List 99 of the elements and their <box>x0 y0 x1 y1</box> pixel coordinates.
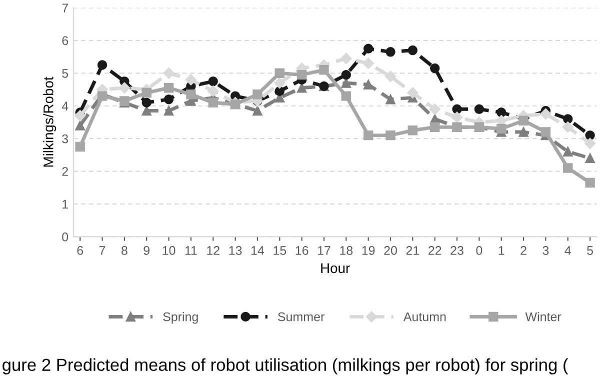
x-tick-label: 7 <box>99 246 106 255</box>
legend-label: Summer <box>278 312 324 322</box>
point <box>208 76 218 86</box>
y-tick-label: 6 <box>62 36 68 46</box>
point <box>363 130 374 140</box>
point <box>386 47 396 57</box>
point <box>584 138 596 150</box>
point <box>340 52 352 64</box>
point <box>185 74 197 86</box>
y-tick-label: 7 <box>62 4 68 12</box>
text: gure 2 Predicted means of robot utilisation (milkings per robot) for spring ( <box>2 358 568 374</box>
point <box>118 82 130 94</box>
point <box>407 87 418 98</box>
point <box>341 78 352 88</box>
point <box>384 70 396 82</box>
x-tick-label: 4 <box>564 246 571 255</box>
point <box>208 86 219 97</box>
point <box>430 63 440 74</box>
x-tick-label: 15 <box>274 246 286 255</box>
y-tick-label: 3 <box>62 134 68 144</box>
x-tick-label: 18 <box>340 246 353 255</box>
point <box>451 112 463 123</box>
point <box>142 88 152 98</box>
point <box>75 142 85 152</box>
point <box>386 94 396 104</box>
x-tick-label: 20 <box>384 246 397 255</box>
point <box>74 110 86 122</box>
legend-label: Winter <box>525 312 562 322</box>
x-tick-label: 11 <box>185 246 197 255</box>
point <box>518 127 528 137</box>
point <box>75 120 85 130</box>
point <box>163 68 174 79</box>
point <box>274 68 284 78</box>
point <box>496 124 506 134</box>
x-tick-label: 22 <box>428 246 442 255</box>
point <box>274 77 286 89</box>
x-tick-label: 19 <box>362 246 375 255</box>
y-tick-label: 2 <box>62 167 68 176</box>
point <box>408 45 418 56</box>
x-tick-label: 1 <box>498 246 504 255</box>
point <box>585 178 595 188</box>
point <box>142 98 152 108</box>
point <box>296 70 307 80</box>
y-tick-label: 1 <box>62 200 68 209</box>
x-tick-label: 8 <box>122 246 128 255</box>
point <box>97 91 108 101</box>
x-tick-label: 17 <box>318 246 330 255</box>
x-tick-label: 5 <box>587 246 593 255</box>
point <box>164 83 174 93</box>
point <box>252 90 262 100</box>
point <box>208 98 218 108</box>
point <box>540 108 552 120</box>
x-tick-label: 23 <box>450 246 464 255</box>
point <box>252 106 262 116</box>
point <box>319 65 329 75</box>
point <box>429 104 440 115</box>
legend-label: Spring <box>163 312 198 324</box>
x-tick-label: 3 <box>542 246 549 255</box>
x-tick-label: 21 <box>406 246 420 255</box>
x-tick-label: 6 <box>77 246 84 255</box>
point <box>341 91 352 101</box>
point <box>164 106 174 116</box>
point <box>563 163 573 173</box>
x-tick-label: 2 <box>520 246 526 255</box>
legend-label: Autumn <box>403 312 446 322</box>
x-axis-title: Hour <box>321 263 350 274</box>
y-tick-label: 4 <box>62 102 68 110</box>
y-axis-title: Milkings/Robot <box>43 76 56 167</box>
point <box>363 44 374 54</box>
x-tick-label: 10 <box>162 246 176 255</box>
point <box>97 60 108 70</box>
y-tick-label: 5 <box>62 69 68 78</box>
point <box>585 130 595 140</box>
point <box>362 58 374 69</box>
point <box>563 114 573 124</box>
point <box>474 104 484 114</box>
point <box>563 146 573 157</box>
x-tick-label: 12 <box>207 246 220 255</box>
point <box>562 122 574 133</box>
point <box>430 122 440 132</box>
point <box>164 94 174 104</box>
point <box>142 106 152 116</box>
x-tick-label: 13 <box>229 246 242 255</box>
point <box>186 90 196 100</box>
x-tick-label: 0 <box>476 246 482 255</box>
x-tick-label: 14 <box>251 246 264 255</box>
point <box>452 104 462 114</box>
y-tick-label: 0 <box>62 232 68 242</box>
point <box>540 127 551 137</box>
point <box>496 108 506 118</box>
x-tick-label: 9 <box>144 246 150 255</box>
point <box>386 130 396 140</box>
point <box>341 70 352 80</box>
point <box>274 86 284 96</box>
point <box>408 126 418 136</box>
point <box>363 80 374 90</box>
x-tick-label: 16 <box>296 246 308 255</box>
point <box>296 83 307 93</box>
point <box>585 153 595 164</box>
